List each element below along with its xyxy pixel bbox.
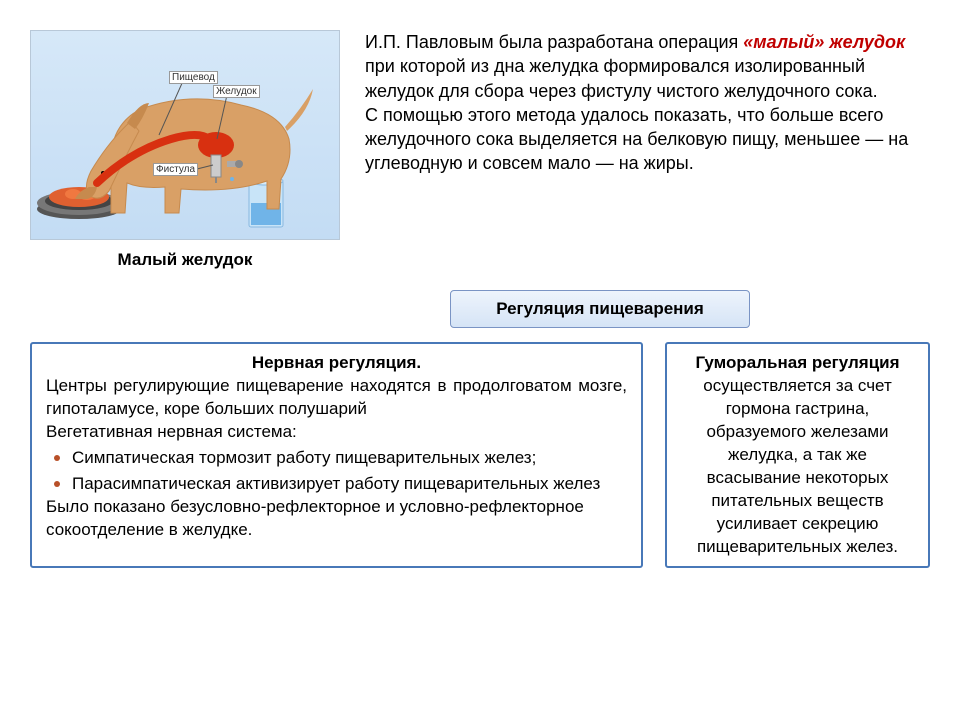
humoral-body: осуществляется за счет гормона гастрина,… [681, 375, 914, 559]
label-esophagus: Пищевод [169, 71, 218, 84]
main-paragraph: И.П. Павловым была разработана операция … [365, 30, 930, 270]
label-fistula: Фистула [153, 163, 198, 176]
nervous-bullet-1: Симпатическая тормозит работу пищеварите… [72, 444, 627, 470]
nervous-p1: Центры регулирующие пищеварение находятс… [46, 375, 627, 421]
nervous-bullet-2: Парасимпатическая активизирует работу пи… [72, 470, 627, 496]
p2: С помощью этого метода удалось показать,… [365, 103, 930, 176]
nervous-p2: Вегетативная нервная система: [46, 421, 627, 444]
p1-highlight: «малый» желудок [743, 32, 905, 52]
nervous-title: Нервная регуляция. [46, 352, 627, 375]
p1b: при которой из дна желудка формировался … [365, 56, 878, 100]
regulation-header: Регуляция пищеварения [450, 290, 750, 328]
p1a: И.П. Павловым была разработана операция [365, 32, 743, 52]
pavlov-dog-figure: Пищевод Желудок Фистула [30, 30, 340, 240]
humoral-title: Гуморальная регуляция [681, 352, 914, 375]
nervous-regulation-box: Нервная регуляция. Центры регулирующие п… [30, 342, 643, 568]
label-stomach: Желудок [213, 85, 260, 98]
nervous-p3: Было показано безусловно-рефлекторное и … [46, 496, 627, 542]
humoral-regulation-box: Гуморальная регуляция осуществляется за … [665, 342, 930, 568]
figure-caption: Малый желудок [30, 250, 340, 270]
